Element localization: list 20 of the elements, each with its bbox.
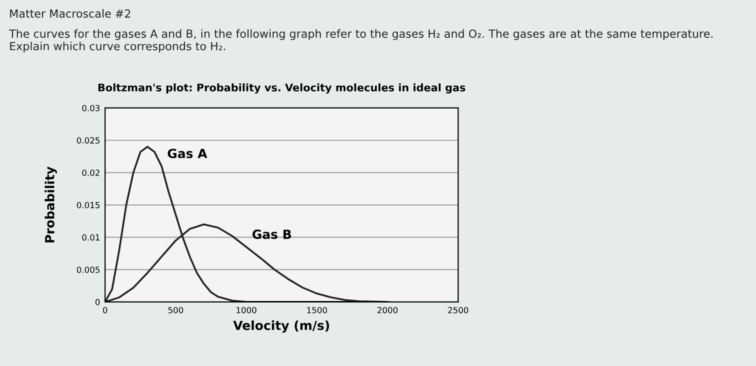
y-tick-label: 0.01	[82, 234, 100, 241]
annotation: Gas B	[252, 230, 291, 240]
text: Matter Macroscale #2	[10, 9, 130, 18]
y-tick-label: 0.015	[76, 202, 100, 208]
chart-title: Boltzman's plot: Probability vs. Velocity molecules in ideal gas	[98, 83, 466, 94]
text: The curves for the gases A and B, in the following graph refer to the gases H₂ and O₂. The gases are at the same temperature. Explain which curve corresponds to H₂.	[9, 29, 713, 52]
y-tick-label: 0	[95, 298, 100, 306]
x-tick-label: 1000	[236, 306, 256, 314]
x-tick-label: 2500	[448, 306, 468, 314]
x-tick-label: 1500	[307, 306, 327, 314]
x-tick-label: 500	[168, 306, 184, 314]
y-tick-label: 0.025	[76, 137, 100, 144]
y-tick-label: 0.02	[82, 170, 100, 176]
y-axis-title: Probability	[44, 166, 57, 242]
x-axis-title: Velocity (m/s)	[233, 320, 330, 333]
x-tick-label: 0	[102, 306, 108, 314]
x-tick-label: 2000	[378, 306, 398, 314]
y-tick-label: 0.005	[76, 266, 100, 273]
y-tick-label: 0.03	[82, 104, 100, 112]
annotation: Gas A	[168, 148, 208, 158]
